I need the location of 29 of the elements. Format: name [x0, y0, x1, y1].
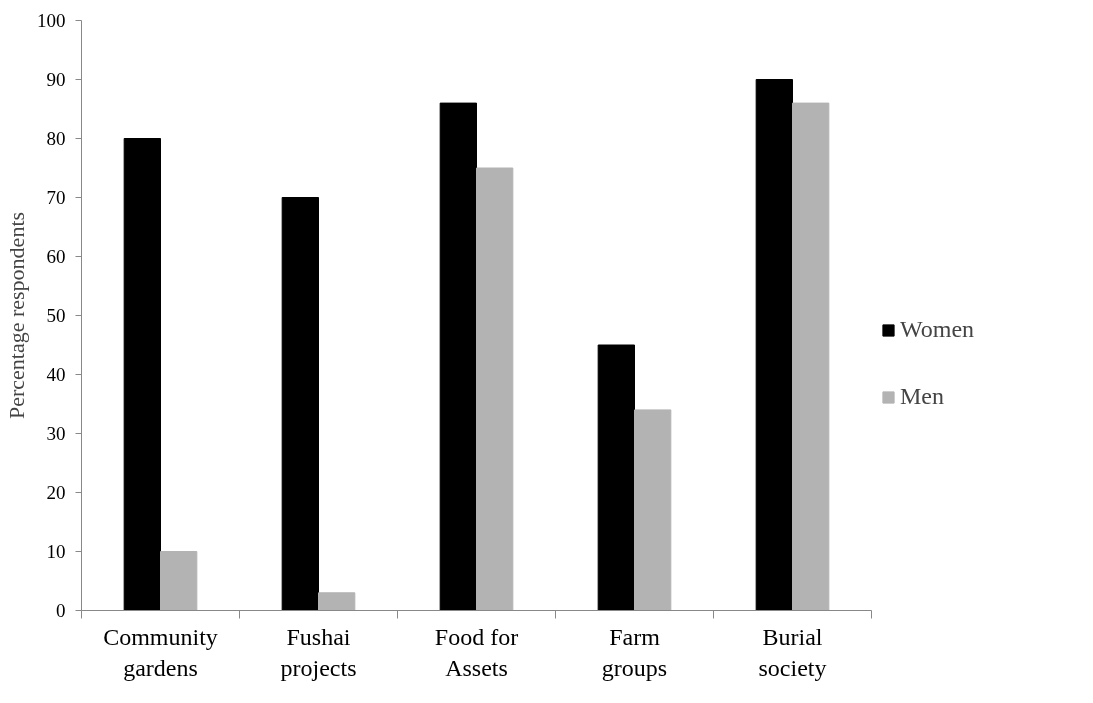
y-tick-label: 0 [56, 600, 66, 621]
legend-label: Women [900, 316, 975, 343]
bar [792, 102, 830, 611]
y-tick-label: 30 [46, 423, 66, 444]
y-tick-label: 10 [46, 541, 66, 562]
y-tick-label: 20 [46, 482, 66, 503]
x-tick-label: Food for Assets [434, 623, 519, 681]
legend-label: Men [900, 383, 944, 410]
bar [160, 551, 198, 611]
x-tick-label: Farm groups [601, 623, 668, 681]
y-tick-label: 60 [46, 246, 66, 267]
y-tick-label: 40 [46, 364, 66, 385]
bar [755, 79, 793, 611]
y-axis-title: Percentage respondents [4, 211, 29, 420]
x-tick-label: Community gardens [103, 623, 218, 681]
y-tick-label: 100 [37, 10, 66, 31]
bar [597, 344, 635, 611]
x-tick-label: Burial society [758, 623, 827, 681]
bar [281, 197, 319, 611]
y-tick-label: 80 [46, 128, 66, 149]
y-tick-label: 50 [46, 305, 66, 326]
y-tick-label: 70 [46, 187, 66, 208]
bar [439, 102, 477, 611]
bar [318, 592, 356, 611]
y-tick-label: 90 [46, 69, 66, 90]
bar [476, 167, 514, 611]
bar [123, 138, 161, 611]
bar [634, 409, 672, 611]
x-tick-label: Fushai projects [280, 623, 357, 681]
